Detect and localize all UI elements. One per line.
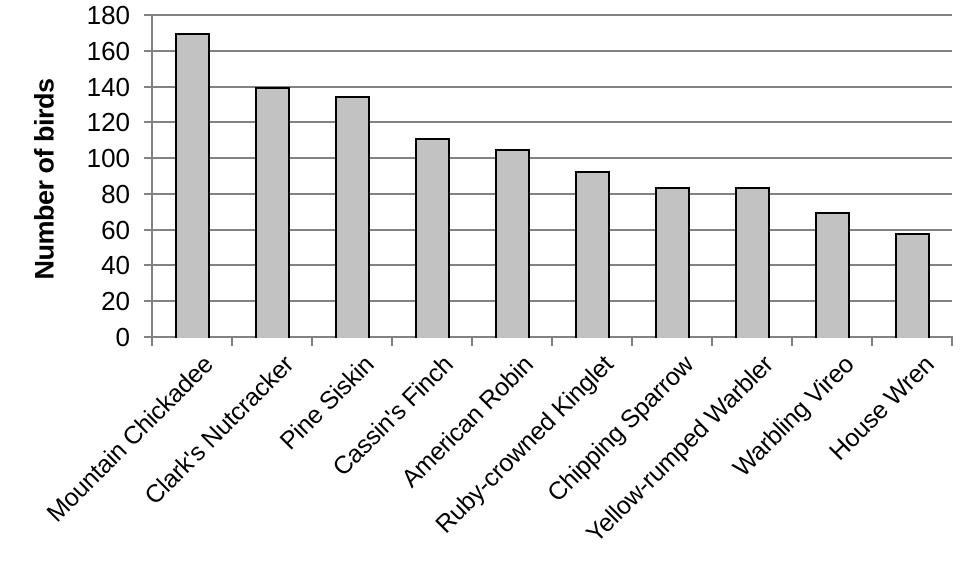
bar-house-wren bbox=[894, 233, 930, 338]
x-axis-tick bbox=[231, 336, 233, 346]
gridline bbox=[152, 192, 952, 195]
y-axis-tick bbox=[144, 192, 152, 195]
y-axis-tick bbox=[144, 121, 152, 124]
x-axis-tick bbox=[711, 336, 713, 346]
x-axis-tick bbox=[871, 336, 873, 346]
bar-clark-s-nutcracker bbox=[254, 86, 290, 338]
gridline bbox=[152, 14, 952, 16]
gridline bbox=[152, 228, 952, 231]
y-tick-label: 0 bbox=[115, 322, 130, 352]
x-axis-tick bbox=[551, 336, 553, 346]
x-axis-tick bbox=[151, 336, 153, 346]
gridline bbox=[152, 49, 952, 52]
x-axis-tick bbox=[951, 336, 953, 346]
y-axis-tick bbox=[144, 49, 152, 52]
y-axis-tick bbox=[144, 14, 152, 16]
y-tick-label: 20 bbox=[101, 286, 130, 317]
x-axis-tick bbox=[471, 336, 473, 346]
y-axis-tick bbox=[144, 157, 152, 160]
y-tick-label: 180 bbox=[86, 0, 130, 30]
y-axis-tick bbox=[144, 85, 152, 88]
bar-ruby-crowned-kinglet bbox=[574, 170, 610, 338]
x-axis-tick bbox=[631, 336, 633, 346]
gridline bbox=[152, 85, 952, 88]
y-tick-label: 120 bbox=[86, 107, 130, 138]
y-axis-tick bbox=[144, 300, 152, 303]
bar-chipping-sparrow bbox=[654, 186, 690, 338]
y-axis-tick bbox=[144, 336, 152, 338]
y-axis-tick bbox=[144, 228, 152, 231]
bar-pine-siskin bbox=[334, 95, 370, 338]
gridline bbox=[152, 121, 952, 124]
bar-mountain-chickadee bbox=[174, 32, 210, 338]
y-tick-label: 80 bbox=[101, 178, 130, 209]
gridline bbox=[152, 300, 952, 303]
y-tick-label: 100 bbox=[86, 143, 130, 174]
y-tick-label: 40 bbox=[101, 250, 130, 281]
x-category-label: Chipping Sparrow bbox=[542, 350, 700, 508]
y-tick-label: 160 bbox=[86, 35, 130, 66]
bar-cassin-s-finch bbox=[414, 138, 450, 338]
y-tick-label: 140 bbox=[86, 71, 130, 102]
bar-yellow-rumped-warbler bbox=[734, 186, 770, 338]
gridline bbox=[152, 157, 952, 160]
y-tick-label: 60 bbox=[101, 214, 130, 245]
x-category-label: Clark's Nutcracker bbox=[139, 350, 300, 511]
bar-warbling-vireo bbox=[814, 211, 850, 338]
y-axis-tick bbox=[144, 264, 152, 267]
x-axis-tick bbox=[791, 336, 793, 346]
y-axis-line bbox=[151, 15, 153, 346]
gridline bbox=[152, 264, 952, 267]
x-axis-tick bbox=[391, 336, 393, 346]
bar-american-robin bbox=[494, 149, 530, 338]
x-axis-tick bbox=[311, 336, 313, 346]
